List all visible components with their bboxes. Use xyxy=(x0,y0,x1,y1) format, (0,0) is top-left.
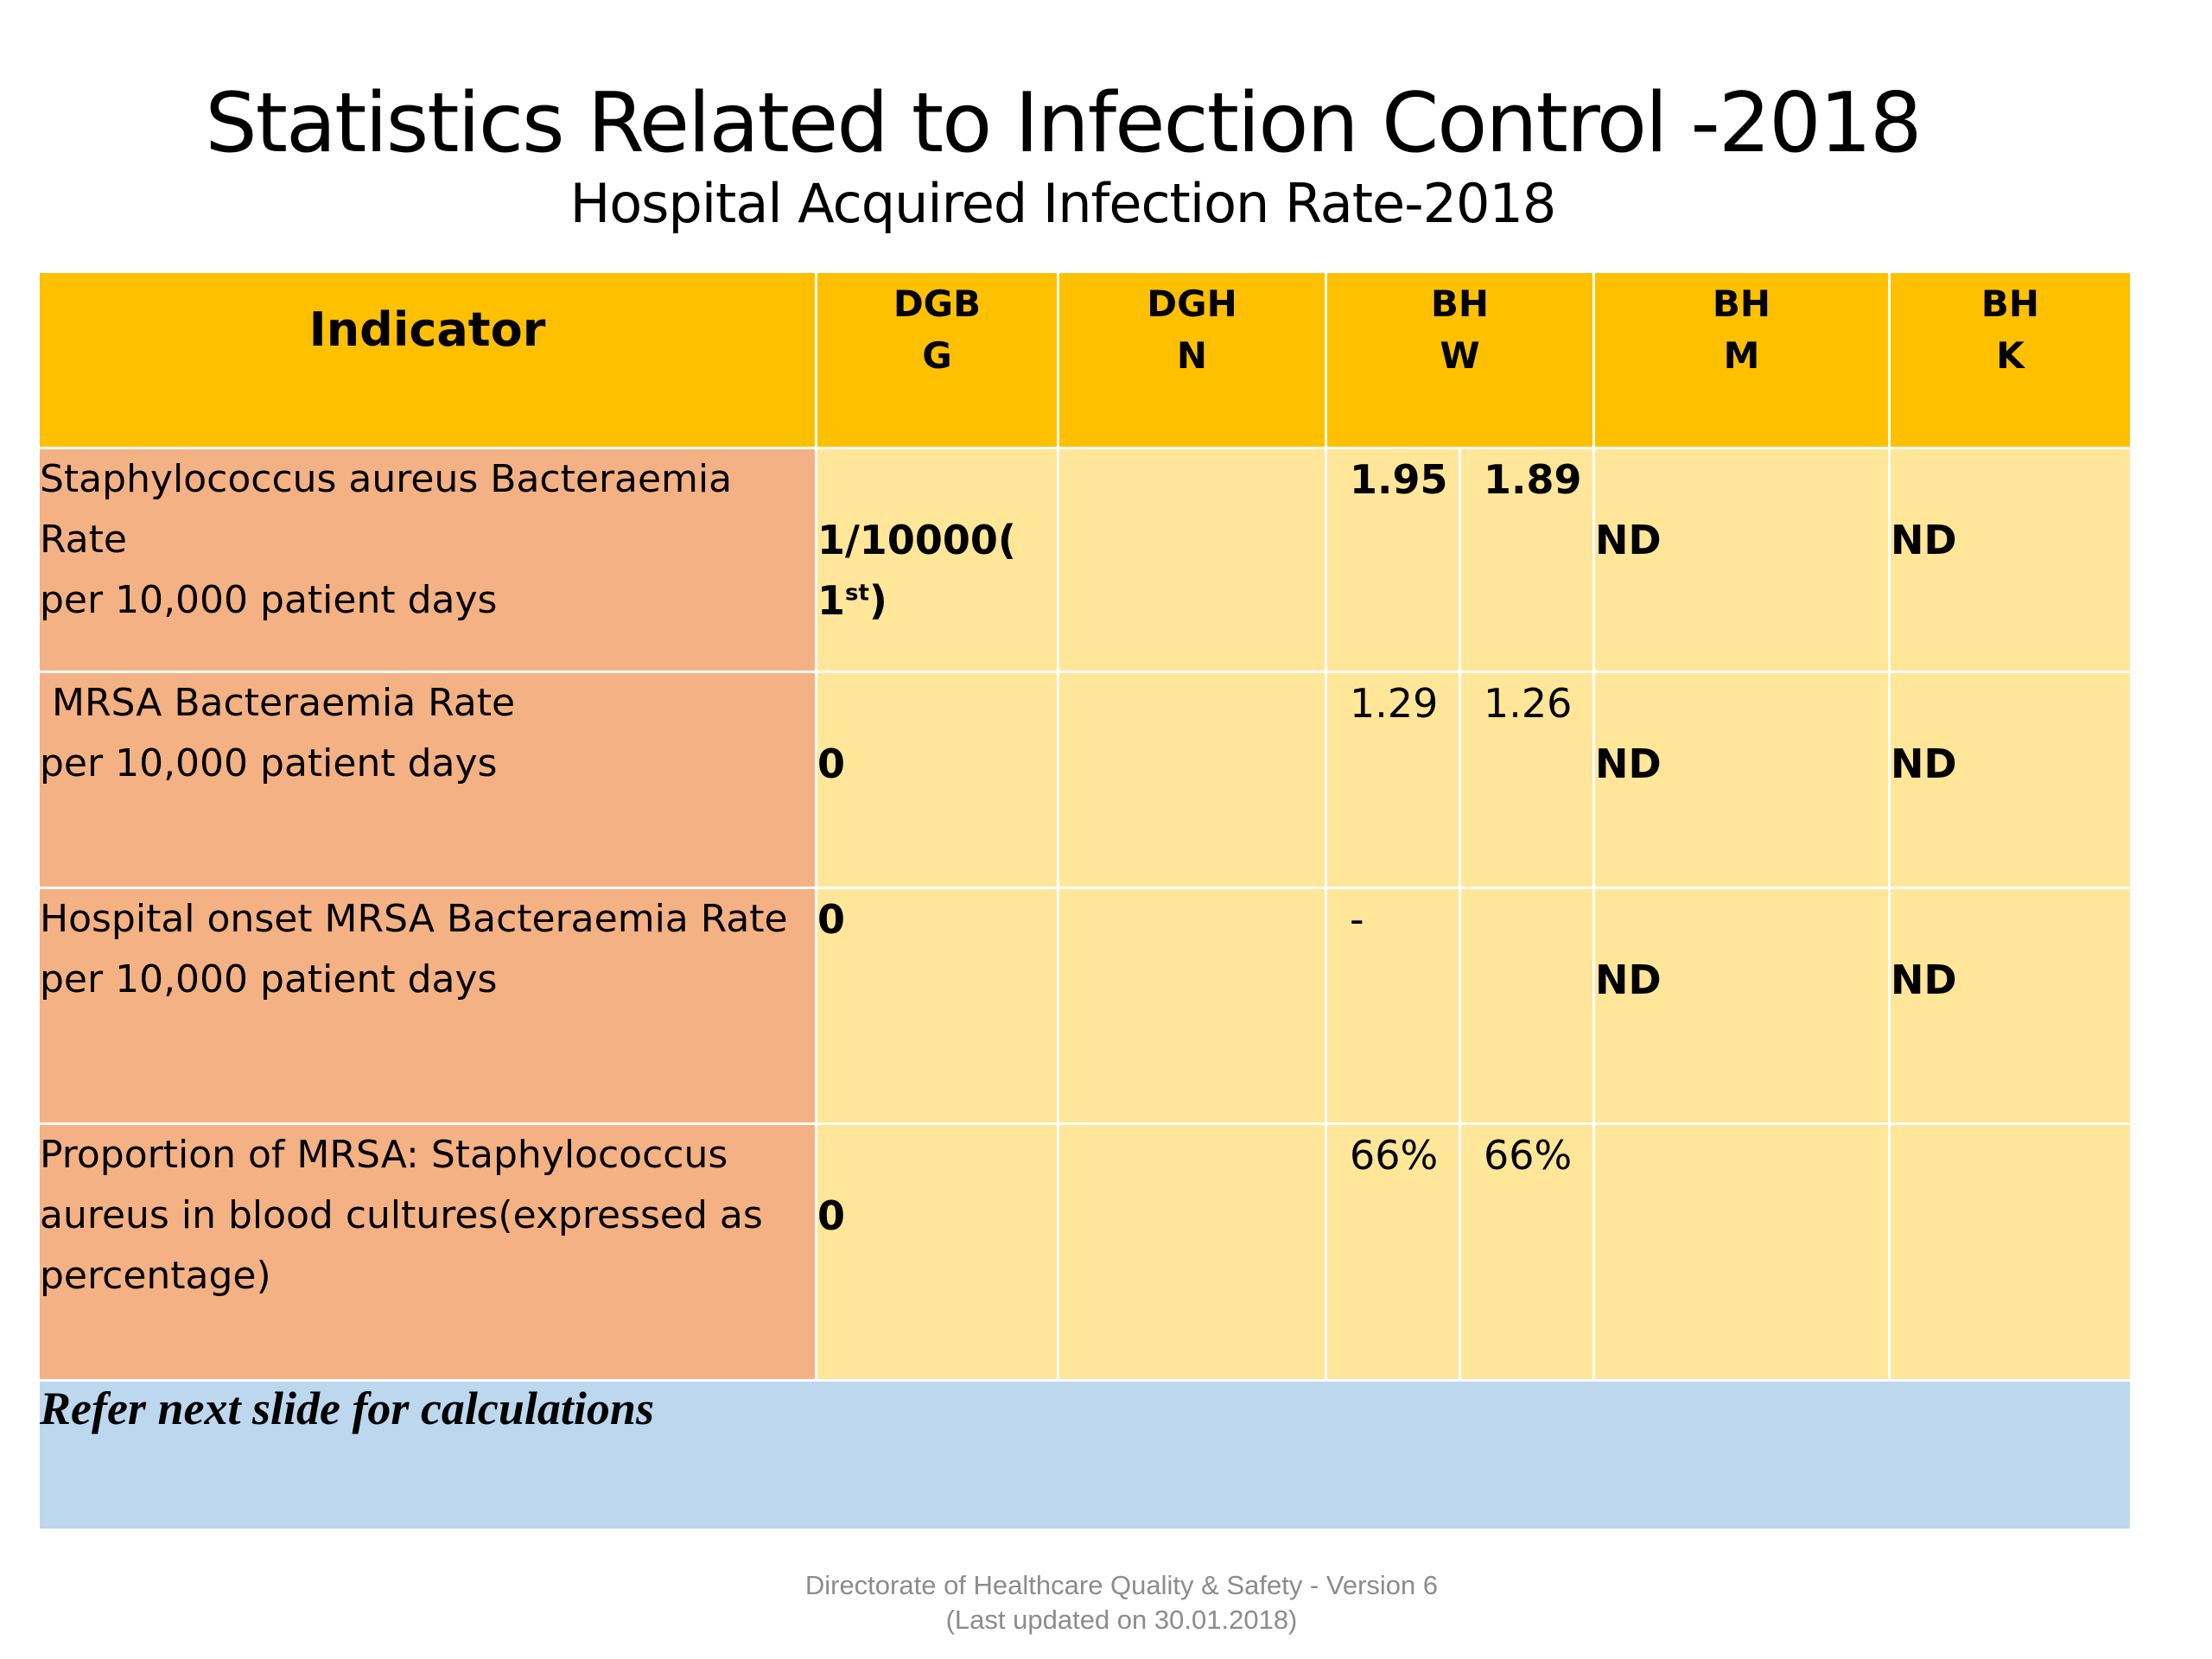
indicator-cell: MRSA Bacteraemia Rate per 10,000 patient… xyxy=(37,671,817,889)
header-dgbg-line2: G xyxy=(922,334,952,377)
value-bhw-a: 1.95 xyxy=(1325,447,1461,673)
value-dghn xyxy=(1057,1122,1327,1382)
value-bhw-b: 1.26 xyxy=(1458,671,1596,889)
value-dgbg: 0 xyxy=(815,671,1059,889)
value-dgbg: 1/10000( 1st) xyxy=(815,447,1059,673)
note-text: Refer next slide for calculations xyxy=(36,1379,2133,1531)
header-bhw-line1: BH xyxy=(1430,283,1490,325)
value-dgbg-sup: st xyxy=(845,580,869,607)
header-dghn-line2: N xyxy=(1176,334,1208,377)
header-bhw-line2: W xyxy=(1440,334,1480,377)
value-bhm-text: ND xyxy=(1595,741,1662,787)
value-bhk: ND xyxy=(1888,887,2133,1125)
indicator-text: aureus in blood cultures(expressed as xyxy=(40,1193,763,1237)
value-bhm xyxy=(1592,1122,1891,1382)
value-bhm: ND xyxy=(1592,887,1891,1125)
indicator-cell: Proportion of MRSA: Staphylococcus aureu… xyxy=(37,1122,817,1382)
slide-title: Statistics Related to Infection Control … xyxy=(205,76,1922,171)
value-dghn xyxy=(1057,671,1327,889)
header-dgbg-line1: DGB xyxy=(893,283,982,325)
header-dghn: DGH N xyxy=(1057,270,1327,449)
indicator-text: Proportion of MRSA: Staphylococcus xyxy=(40,1133,728,1177)
header-row: Indicator DGB G DGH N BH W BH M BH K xyxy=(37,270,2133,449)
value-dgbg-text: 0 xyxy=(817,896,846,943)
header-bhm-line1: BH xyxy=(1712,283,1771,325)
value-dgbg-end: ) xyxy=(868,577,887,624)
value-dgbg-text: 0 xyxy=(817,1192,846,1239)
header-bhm: BH M xyxy=(1592,270,1891,449)
value-dghn xyxy=(1057,887,1327,1125)
infection-rate-table: Indicator DGB G DGH N BH W BH M BH K Sta… xyxy=(36,270,2133,1531)
header-dghn-line1: DGH xyxy=(1147,283,1237,325)
value-dghn xyxy=(1057,447,1327,673)
value-bhw-b: 1.89 xyxy=(1458,447,1596,673)
value-bhk xyxy=(1888,1122,2133,1382)
note-row: Refer next slide for calculations xyxy=(36,1379,2133,1531)
table-row: Staphylococcus aureus Bacteraemia Rate p… xyxy=(37,447,2133,673)
value-dgbg-text: 1/10000( xyxy=(817,517,1016,563)
indicator-text: Staphylococcus aureus Bacteraemia Rate xyxy=(40,457,733,562)
value-bhw-b: 66% xyxy=(1458,1122,1596,1382)
value-dgbg: 0 xyxy=(815,1122,1059,1382)
footer-line1: Directorate of Healthcare Quality & Safe… xyxy=(804,1570,1439,1600)
value-bhw-a: - xyxy=(1325,887,1461,1125)
header-dgbg: DGB G xyxy=(815,270,1059,449)
footer: Directorate of Healthcare Quality & Safe… xyxy=(0,1568,2212,1637)
table-row: MRSA Bacteraemia Rate per 10,000 patient… xyxy=(37,671,2133,889)
indicator-text: per 10,000 patient days xyxy=(40,578,498,622)
value-bhk-text: ND xyxy=(1891,517,1957,563)
value-bhk: ND xyxy=(1888,447,2133,673)
header-bhm-line2: M xyxy=(1723,334,1760,377)
value-bhw-b xyxy=(1458,887,1596,1125)
value-bhm: ND xyxy=(1592,671,1891,889)
table-row: Proportion of MRSA: Staphylococcus aureu… xyxy=(37,1122,2133,1382)
indicator-cell: Hospital onset MRSA Bacteraemia Rate per… xyxy=(37,887,817,1125)
indicator-text: per 10,000 patient days xyxy=(40,741,498,785)
header-bhw: BH W xyxy=(1324,270,1596,449)
header-bhk: BH K xyxy=(1888,270,2133,449)
header-indicator: Indicator xyxy=(37,270,817,449)
slide-subtitle: Hospital Acquired Infection Rate-2018 xyxy=(569,172,1557,235)
value-bhw-a: 1.29 xyxy=(1325,671,1461,889)
value-bhm-text: ND xyxy=(1595,957,1662,1003)
indicator-text: MRSA Bacteraemia Rate xyxy=(40,681,516,725)
value-bhk: ND xyxy=(1888,671,2133,889)
indicator-text: percentage) xyxy=(40,1254,271,1298)
value-bhk-text: ND xyxy=(1891,741,1957,787)
value-bhm-text: ND xyxy=(1595,517,1662,563)
value-bhk-text: ND xyxy=(1891,957,1957,1003)
value-dgbg: 0 xyxy=(815,887,1059,1125)
table-row: Hospital onset MRSA Bacteraemia Rate per… xyxy=(37,887,2133,1125)
footer-line2: (Last updated on 30.01.2018) xyxy=(945,1605,1298,1635)
value-dgbg-text: 0 xyxy=(817,741,846,787)
value-bhw-a: 66% xyxy=(1325,1122,1461,1382)
indicator-text: Hospital onset MRSA Bacteraemia Rate xyxy=(40,897,788,941)
value-dgbg-cont: 1 xyxy=(817,577,846,624)
indicator-text: per 10,000 patient days xyxy=(40,957,498,1001)
indicator-cell: Staphylococcus aureus Bacteraemia Rate p… xyxy=(37,447,817,673)
header-bhk-line2: K xyxy=(1996,334,2024,377)
header-bhk-line1: BH xyxy=(1980,283,2040,325)
value-bhm: ND xyxy=(1592,447,1891,673)
